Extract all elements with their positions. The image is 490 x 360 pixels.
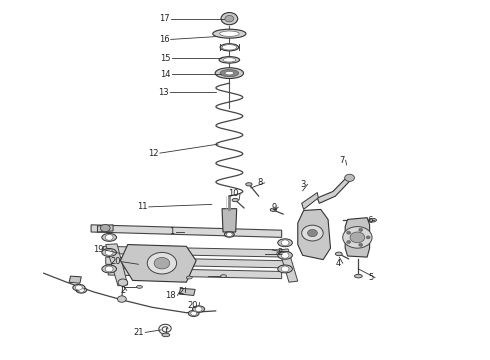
Ellipse shape	[220, 44, 239, 51]
Ellipse shape	[215, 68, 244, 78]
Ellipse shape	[162, 333, 170, 337]
Circle shape	[75, 285, 82, 290]
Circle shape	[347, 231, 351, 234]
Ellipse shape	[188, 310, 199, 316]
Ellipse shape	[354, 274, 362, 278]
Text: 18: 18	[166, 291, 176, 300]
Circle shape	[105, 249, 113, 255]
Circle shape	[221, 13, 238, 25]
Circle shape	[78, 288, 84, 292]
Circle shape	[281, 266, 289, 272]
Text: 1: 1	[169, 228, 174, 237]
Circle shape	[359, 243, 363, 246]
Circle shape	[359, 229, 363, 231]
Circle shape	[100, 225, 110, 231]
Polygon shape	[106, 244, 128, 286]
Circle shape	[343, 226, 372, 248]
Text: 7: 7	[339, 156, 344, 165]
Ellipse shape	[335, 252, 342, 256]
Polygon shape	[98, 225, 113, 232]
Text: 5: 5	[368, 273, 373, 282]
Text: 10: 10	[228, 189, 239, 198]
Polygon shape	[121, 244, 196, 282]
Text: 14: 14	[160, 70, 170, 79]
Circle shape	[347, 240, 351, 243]
Ellipse shape	[270, 208, 276, 211]
Circle shape	[281, 252, 289, 258]
Text: 8: 8	[258, 178, 263, 187]
Ellipse shape	[224, 232, 234, 237]
Polygon shape	[345, 218, 369, 257]
Text: 2: 2	[277, 248, 283, 257]
Circle shape	[344, 174, 354, 181]
Ellipse shape	[278, 251, 293, 259]
Text: 9: 9	[271, 203, 277, 212]
Ellipse shape	[278, 239, 293, 247]
Circle shape	[226, 232, 232, 237]
Polygon shape	[108, 268, 282, 279]
Text: 16: 16	[159, 35, 169, 44]
Text: 2: 2	[120, 286, 125, 295]
Ellipse shape	[193, 306, 205, 312]
Text: 11: 11	[137, 202, 147, 211]
Ellipse shape	[225, 71, 234, 75]
Polygon shape	[302, 193, 318, 210]
Text: 15: 15	[160, 54, 170, 63]
Polygon shape	[103, 246, 287, 257]
Ellipse shape	[219, 57, 240, 63]
Ellipse shape	[186, 276, 192, 279]
Circle shape	[366, 236, 370, 239]
Circle shape	[225, 15, 234, 22]
Circle shape	[118, 279, 128, 286]
Ellipse shape	[102, 265, 117, 273]
Circle shape	[147, 252, 176, 274]
Polygon shape	[69, 276, 81, 283]
Ellipse shape	[213, 29, 246, 38]
Ellipse shape	[220, 31, 239, 36]
Polygon shape	[106, 257, 284, 268]
Ellipse shape	[369, 219, 376, 222]
Polygon shape	[279, 249, 298, 282]
Ellipse shape	[137, 285, 143, 288]
Text: 3: 3	[301, 180, 306, 189]
Polygon shape	[298, 210, 331, 260]
Polygon shape	[91, 225, 282, 237]
Circle shape	[105, 234, 113, 240]
Ellipse shape	[245, 183, 252, 186]
Text: 19: 19	[93, 246, 103, 255]
Ellipse shape	[102, 233, 117, 241]
Ellipse shape	[277, 252, 283, 255]
Circle shape	[302, 225, 323, 241]
Text: 17: 17	[159, 14, 169, 23]
Ellipse shape	[222, 45, 237, 50]
Text: 13: 13	[158, 87, 168, 96]
Polygon shape	[179, 288, 195, 296]
Circle shape	[350, 232, 365, 243]
Circle shape	[308, 229, 318, 237]
Circle shape	[118, 296, 126, 302]
Ellipse shape	[220, 69, 239, 77]
Ellipse shape	[102, 248, 117, 256]
Circle shape	[191, 311, 196, 316]
Ellipse shape	[220, 275, 226, 278]
Circle shape	[154, 257, 170, 269]
Ellipse shape	[278, 265, 293, 273]
Text: 12: 12	[148, 149, 159, 158]
Text: 21: 21	[133, 328, 144, 337]
Circle shape	[105, 266, 113, 272]
Text: 20: 20	[110, 257, 121, 266]
Text: 2: 2	[179, 287, 184, 296]
Circle shape	[195, 307, 202, 312]
Polygon shape	[222, 209, 237, 232]
Text: 20: 20	[187, 301, 197, 310]
Text: 6: 6	[367, 216, 372, 225]
Ellipse shape	[223, 58, 236, 62]
Ellipse shape	[76, 287, 87, 293]
Text: 4: 4	[336, 259, 341, 268]
Polygon shape	[318, 176, 350, 203]
Ellipse shape	[73, 284, 85, 291]
Circle shape	[281, 240, 289, 246]
Ellipse shape	[232, 198, 239, 202]
